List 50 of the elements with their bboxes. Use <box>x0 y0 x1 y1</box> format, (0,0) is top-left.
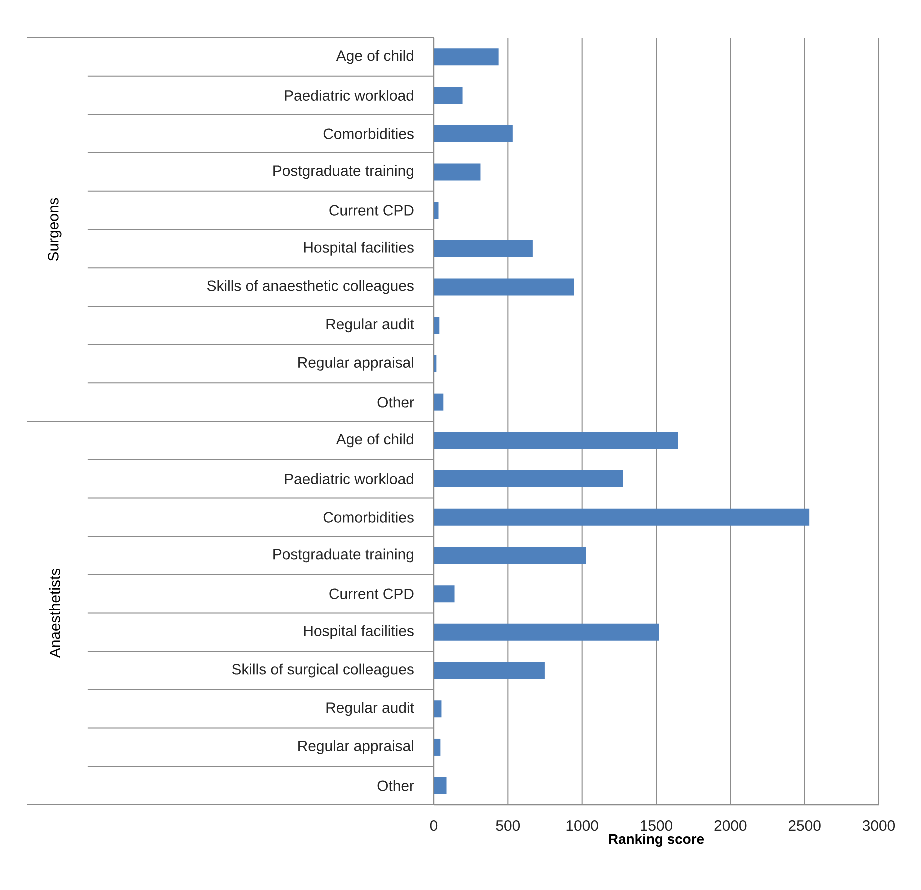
y-tick-label: Hospital facilities <box>304 625 414 640</box>
y-tick-label: Other <box>378 396 414 408</box>
y-tick-label: Postgraduate training <box>274 548 414 563</box>
y-tick-label: Regular audit <box>326 318 414 333</box>
y-tick-label: Skills of surgical colleagues <box>232 664 414 678</box>
bar <box>434 202 439 220</box>
x-axis-title: Ranking score <box>609 834 704 847</box>
bar <box>434 394 444 411</box>
y-tick-label: Paediatric workload <box>285 90 414 101</box>
y-tick-label: Comorbidities <box>324 512 414 523</box>
bar <box>434 125 513 142</box>
x-tick-label: 2500 <box>788 820 821 832</box>
y-tick-label: Hospital facilities <box>304 242 414 256</box>
bar <box>434 700 442 718</box>
x-tick-label: 500 <box>496 820 520 832</box>
y-tick-label: Regular appraisal <box>298 357 414 371</box>
y-axis-title: Surgeons <box>48 198 62 262</box>
bar <box>434 164 481 181</box>
bar <box>434 547 586 564</box>
x-tick-label: 1000 <box>566 820 598 832</box>
bar <box>434 508 810 526</box>
y-tick-label: Current CPD <box>330 588 414 600</box>
y-tick-label: Age of child <box>336 434 414 448</box>
bar <box>434 48 499 66</box>
bar <box>434 432 678 450</box>
y-axis-title: Anaesthetists <box>50 568 60 658</box>
y-tick-label: Skills of anaesthetic colleagues <box>207 280 414 294</box>
bar <box>434 624 660 641</box>
y-tick-label: Paediatric workload <box>285 474 414 485</box>
bar <box>434 87 463 104</box>
bar <box>434 317 440 334</box>
bar <box>434 278 574 296</box>
x-tick-label: 3000 <box>862 820 896 832</box>
y-tick-label: Postgraduate training <box>274 165 414 180</box>
x-tick-label: 0 <box>430 820 438 832</box>
bar <box>434 240 533 258</box>
y-tick-label: Comorbidities <box>324 128 414 140</box>
y-tick-label: Regular appraisal <box>298 740 414 754</box>
bar <box>434 662 545 680</box>
x-tick-label: 1500 <box>641 820 673 832</box>
bar <box>434 355 437 372</box>
bar <box>434 777 447 794</box>
y-tick-label: Regular audit <box>326 702 414 716</box>
bar <box>434 586 455 603</box>
x-tick-label: 2000 <box>714 820 747 832</box>
y-tick-label: Current CPD <box>330 205 414 216</box>
y-tick-label: Age of child <box>336 50 414 64</box>
bar <box>434 738 441 756</box>
y-tick-label: Other <box>378 780 414 792</box>
bar <box>434 470 624 488</box>
